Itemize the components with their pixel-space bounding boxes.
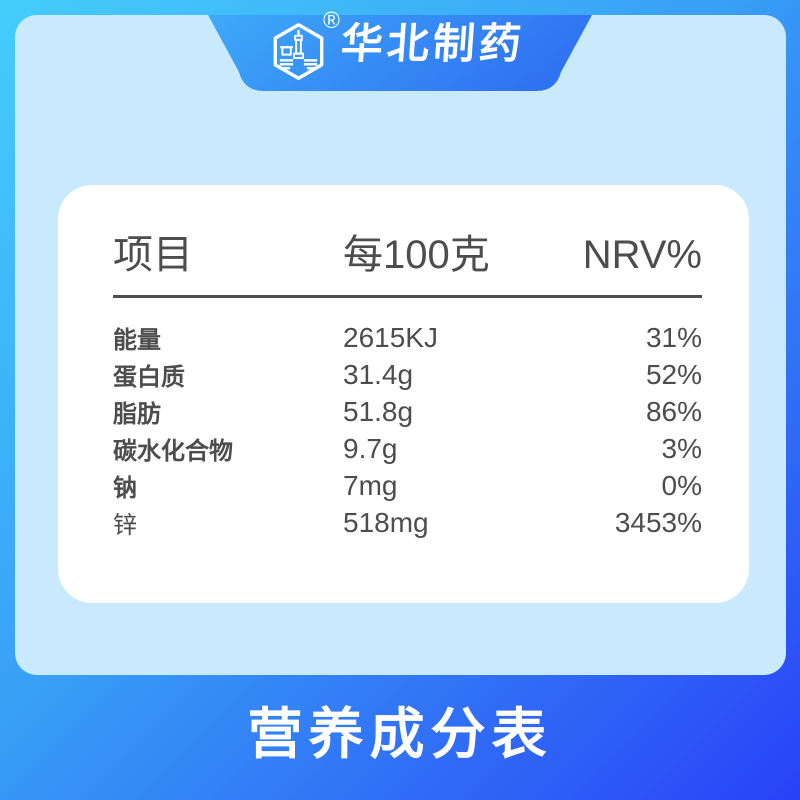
table-body: 能量 2615KJ 31% 蛋白质 31.4g 52% 脂肪 51.8g 86%… [113,319,702,541]
row-amount: 7mg [343,469,398,501]
table-header-row: 项目 每100克 NRV% [113,233,702,277]
brand-name: 华北制药 [339,20,527,67]
header-per-100g: 每100克 [343,233,490,277]
table-row: 锌 518mg 3453% [113,504,702,541]
table-row: 碳水化合物 9.7g 3% [113,430,702,467]
row-amount: 518mg [343,506,429,538]
header-item: 项目 [113,233,193,277]
row-nrv: 31% [645,321,702,353]
row-item-label: 蛋白质 [113,364,185,391]
row-item-label: 碳水化合物 [113,438,233,465]
page-title: 营养成分表 [247,703,553,765]
table-row: 能量 2615KJ 31% [113,319,702,356]
logo-tab-shape [208,15,592,91]
nutrition-card: 项目 每100克 NRV% 能量 2615KJ 31% 蛋白质 31.4g 52… [58,185,749,603]
header-divider-line [113,295,702,298]
row-nrv: 52% [645,358,702,390]
table-row: 脂肪 51.8g 86% [113,393,702,430]
row-amount: 2615KJ [343,321,438,353]
row-amount: 51.8g [343,395,414,427]
hexagon-factory-icon [269,22,328,81]
row-item-label: 脂肪 [113,401,161,428]
row-nrv: 3453% [614,506,702,538]
row-nrv: 86% [645,395,702,427]
row-amount: 31.4g [343,358,414,390]
registered-trademark-symbol: ® [323,7,340,33]
table-row: 钠 7mg 0% [113,467,702,504]
row-nrv: 0% [661,469,702,501]
row-item-label: 钠 [113,475,137,502]
table-row: 蛋白质 31.4g 52% [113,356,702,393]
header-nrv: NRV% [582,233,702,277]
row-item-label: 能量 [113,327,161,354]
row-item-label: 锌 [113,512,137,539]
row-nrv: 3% [661,432,702,464]
row-amount: 9.7g [343,432,398,464]
